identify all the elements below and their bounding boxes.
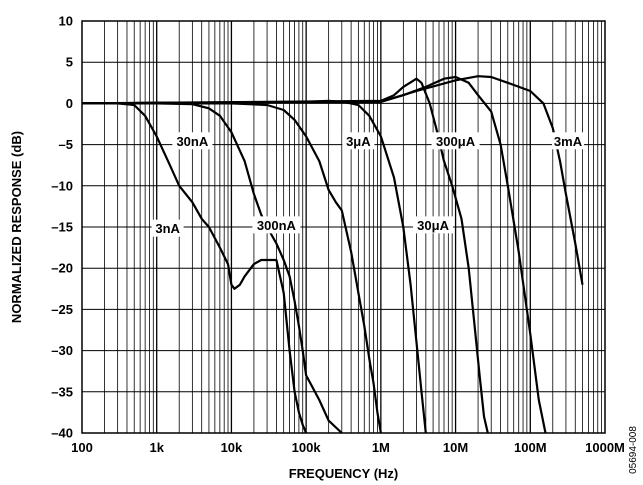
series-curves bbox=[81, 75, 584, 434]
curve-label: 3mA bbox=[554, 134, 583, 149]
y-tick-label: –25 bbox=[51, 302, 73, 317]
y-tick-label: 0 bbox=[66, 96, 73, 111]
series-line-3mA bbox=[81, 75, 584, 285]
x-tick-label: 1k bbox=[149, 440, 164, 455]
y-tick-label: –20 bbox=[51, 261, 73, 276]
x-tick-label: 1M bbox=[372, 440, 390, 455]
curve-label: 3μA bbox=[346, 134, 371, 149]
x-tick-labels: 100 1k 10k 100k 1M 10M 100M 1000M bbox=[71, 440, 625, 455]
figure-id: 05694-008 bbox=[628, 426, 639, 474]
curve-label: 30μA bbox=[417, 218, 449, 233]
curve-label-bg bbox=[151, 219, 184, 237]
y-tick-label: 5 bbox=[66, 55, 73, 70]
y-tick-label: –35 bbox=[51, 384, 73, 399]
curve-label: 300μA bbox=[436, 134, 476, 149]
x-tick-label: 10k bbox=[221, 440, 243, 455]
y-tick-label: 10 bbox=[59, 14, 73, 29]
y-tick-label: –40 bbox=[51, 426, 73, 441]
x-tick-label: 1000M bbox=[585, 440, 625, 455]
grid bbox=[82, 20, 605, 434]
series-line-300μA bbox=[81, 75, 547, 434]
curve-label-bg bbox=[413, 216, 454, 234]
y-tick-label: –30 bbox=[51, 343, 73, 358]
y-tick-label: –5 bbox=[59, 137, 73, 152]
series-line-30μA bbox=[81, 77, 489, 434]
curve-label: 30nA bbox=[176, 134, 208, 149]
curve-label: 3nA bbox=[155, 221, 180, 236]
y-tick-label: –15 bbox=[51, 220, 73, 235]
x-axis-label: FREQUENCY (Hz) bbox=[289, 466, 399, 481]
curve-label-bg bbox=[172, 132, 213, 150]
x-tick-label: 100M bbox=[514, 440, 547, 455]
y-axis-label: NORMALIZED RESPONSE (dB) bbox=[9, 131, 24, 323]
series-line-300nA bbox=[82, 102, 382, 434]
x-tick-label: 100k bbox=[292, 440, 322, 455]
curve-labels: 3nA 30nA 300nA 3μA 30μA 300μA 3mA bbox=[151, 132, 585, 237]
curve-label-bg bbox=[552, 132, 585, 150]
curve-label: 300nA bbox=[257, 218, 297, 233]
plot-frame bbox=[81, 20, 606, 434]
series-line-3nA bbox=[82, 102, 308, 434]
y-tick-label: –10 bbox=[51, 178, 73, 193]
curve-label-bg bbox=[342, 132, 375, 150]
y-tick-labels: 10 5 0 –5 –10 –15 –20 –25 –30 –35 –40 bbox=[51, 14, 73, 441]
curve-label-bg bbox=[252, 216, 301, 234]
series-line-30nA bbox=[82, 102, 343, 434]
curve-label-bg bbox=[431, 132, 480, 150]
x-tick-label: 100 bbox=[71, 440, 93, 455]
x-tick-label: 10M bbox=[443, 440, 468, 455]
